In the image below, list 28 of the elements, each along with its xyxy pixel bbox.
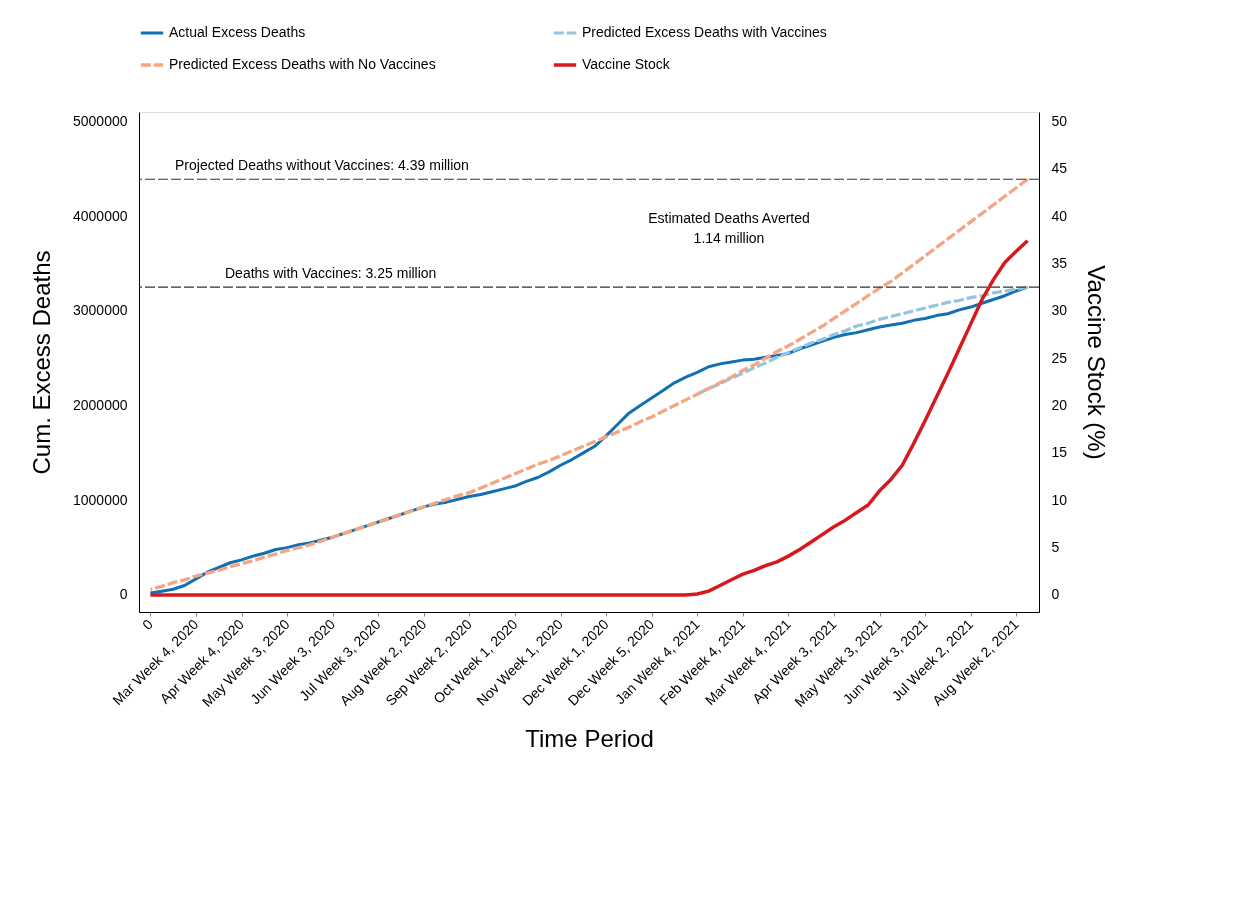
y2-tick-label: 50 bbox=[1051, 112, 1068, 129]
ref-line-label: Deaths with Vaccines: 3.25 million bbox=[225, 265, 437, 282]
y2-tick-label: 45 bbox=[1051, 160, 1068, 177]
y-tick-label: 3000000 bbox=[72, 302, 128, 319]
y2-axis-title: Vaccine Stock (%) bbox=[1083, 265, 1111, 460]
y2-tick-label: 20 bbox=[1051, 397, 1068, 414]
y-tick-label: 4000000 bbox=[72, 207, 128, 224]
y2-tick-label: 30 bbox=[1051, 302, 1068, 319]
y2-tick-label: 15 bbox=[1051, 444, 1068, 461]
y-tick-label: 5000000 bbox=[72, 112, 128, 129]
y2-tick-label: 40 bbox=[1051, 207, 1068, 224]
y-axis-title: Cum. Excess Deaths bbox=[28, 250, 55, 475]
ref-line-label: Projected Deaths without Vaccines: 4.39 million bbox=[175, 157, 469, 174]
y2-tick-label: 0 bbox=[1051, 586, 1060, 603]
y2-tick-label: 10 bbox=[1051, 491, 1068, 508]
legend-label: Actual Excess Deaths bbox=[169, 24, 306, 40]
legend-label: Predicted Excess Deaths with No Vaccines bbox=[169, 56, 436, 72]
y2-tick-label: 5 bbox=[1051, 539, 1060, 556]
y-tick-label: 1000000 bbox=[72, 491, 128, 508]
y-tick-label: 2000000 bbox=[72, 397, 128, 414]
annotation: Estimated Deaths Averted 1.14 million bbox=[648, 210, 810, 246]
y2-tick-label: 25 bbox=[1051, 349, 1068, 366]
x-tick-label: 0 bbox=[139, 615, 156, 633]
x-axis-title: Time Period bbox=[525, 724, 654, 752]
legend-label: Predicted Excess Deaths with Vaccines bbox=[582, 24, 827, 40]
y-tick-label: 0 bbox=[119, 586, 128, 603]
y2-tick-label: 35 bbox=[1051, 255, 1068, 272]
legend-label: Vaccine Stock bbox=[582, 56, 671, 72]
